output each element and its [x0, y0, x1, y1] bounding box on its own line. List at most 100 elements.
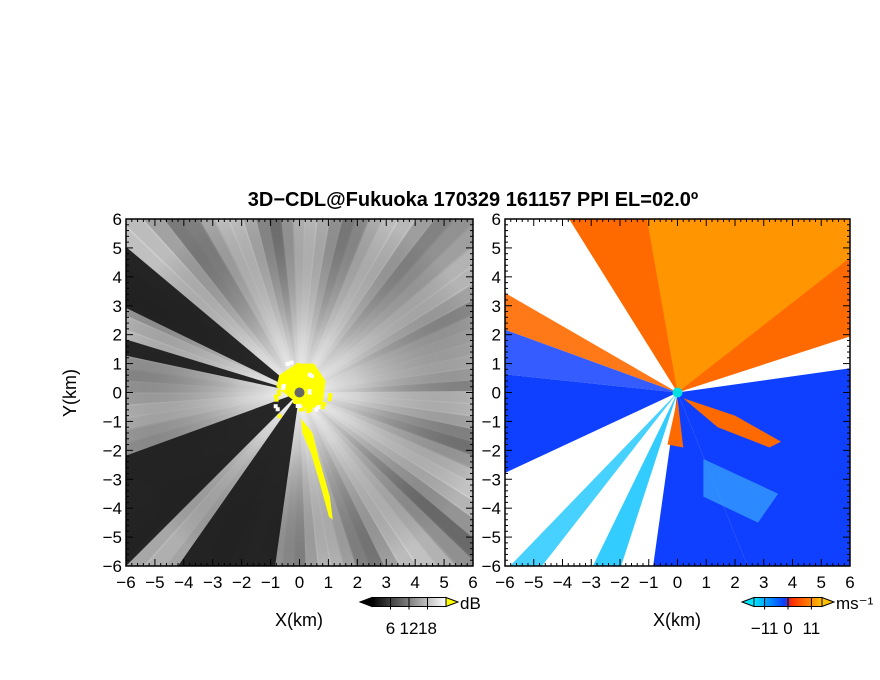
- velocity-x-tick-label: 3: [759, 573, 768, 592]
- reflectivity-x-tick-label: −1: [261, 573, 280, 592]
- reflectivity-y-tick-label: 5: [113, 239, 122, 258]
- velocity-y-tick-label: −2: [482, 441, 501, 460]
- reflectivity-speckle: [314, 407, 319, 412]
- velocity-y-tick-label: −5: [482, 528, 501, 547]
- reflectivity-speckle: [281, 383, 286, 388]
- reflectivity-speckle: [277, 414, 282, 419]
- reflectivity-x-tick-label: 3: [382, 573, 391, 592]
- velocity-colorbar-unit: ms⁻¹: [836, 594, 874, 613]
- figure-title: 3D−CDL@Fukuoka 170329 161157 PPI EL=02.0…: [248, 189, 698, 211]
- velocity-receding-strong: [646, 219, 850, 393]
- reflectivity-speckle: [309, 384, 314, 389]
- velocity-receding-streak: [683, 398, 781, 448]
- reflectivity-speckle: [309, 377, 314, 382]
- reflectivity-x-tick-label: −6: [116, 573, 135, 592]
- reflectivity-y-tick-label: −3: [103, 470, 122, 489]
- reflectivity-blocked-sector: [178, 392, 300, 566]
- reflectivity-speckle: [307, 372, 312, 377]
- reflectivity-speckle: [301, 407, 306, 412]
- velocity-x-tick-label: 0: [673, 573, 682, 592]
- velocity-colorbar-tick-label: 0: [783, 619, 792, 638]
- reflectivity-speckle: [289, 360, 294, 365]
- reflectivity-x-tick-label: 6: [468, 573, 477, 592]
- reflectivity-colorbar-tick-label: 6: [386, 619, 395, 638]
- velocity-y-tick-label: 0: [492, 384, 501, 403]
- velocity-colorbar-tick-label: −11: [751, 619, 779, 638]
- velocity-x-tick-label: −5: [524, 573, 543, 592]
- reflectivity-x-tick-label: 0: [295, 573, 304, 592]
- velocity-y-tick-label: −6: [482, 557, 501, 576]
- reflectivity-x-tick-label: 1: [324, 573, 333, 592]
- reflectivity-speckle: [273, 404, 278, 409]
- reflectivity-x-axis-label: X(km): [275, 610, 323, 630]
- reflectivity-y-tick-label: 6: [113, 210, 122, 229]
- reflectivity-x-tick-label: 4: [410, 573, 419, 592]
- reflectivity-speckle: [286, 382, 291, 387]
- reflectivity-colorbar-tick-label: 12: [400, 619, 419, 638]
- velocity-y-tick-label: 4: [492, 268, 501, 287]
- reflectivity-colorbar-unit: dB: [460, 594, 481, 613]
- reflectivity-y-tick-label: −4: [103, 499, 122, 518]
- reflectivity-image: [126, 219, 473, 566]
- velocity-x-tick-label: −3: [582, 573, 601, 592]
- reflectivity-speckle: [297, 404, 302, 409]
- velocity-y-tick-label: 6: [492, 210, 501, 229]
- velocity-colorbar-tick-label: 11: [803, 619, 821, 638]
- reflectivity-colorbar: 6 12 18 dB: [358, 594, 481, 638]
- reflectivity-colorbar-tick-label: 18: [418, 619, 437, 638]
- reflectivity-y-tick-label: 2: [113, 326, 122, 345]
- velocity-x-tick-label: −2: [610, 573, 629, 592]
- reflectivity-speckle: [290, 383, 295, 388]
- velocity-x-tick-label: 6: [845, 573, 854, 592]
- reflectivity-speckle: [285, 361, 290, 366]
- reflectivity-speckle: [327, 397, 332, 402]
- velocity-y-tick-label: 2: [492, 326, 501, 345]
- reflectivity-speckle: [320, 405, 325, 410]
- reflectivity-x-tick-label: 2: [353, 573, 362, 592]
- velocity-colorbar: −11 0 11 ms⁻¹: [740, 594, 874, 638]
- velocity-colorbar-over-arrow: [821, 596, 836, 608]
- reflectivity-speckle: [294, 400, 299, 405]
- velocity-y-tick-label: −1: [482, 412, 501, 431]
- velocity-y-tick-label: 3: [492, 297, 501, 316]
- velocity-colorbar-under-arrow: [740, 596, 755, 608]
- reflectivity-y-tick-label: −1: [103, 412, 122, 431]
- reflectivity-y-tick-label: −6: [103, 557, 122, 576]
- velocity-x-tick-label: 1: [702, 573, 711, 592]
- velocity-y-tick-label: 5: [492, 239, 501, 258]
- velocity-x-tick-label: 5: [817, 573, 826, 592]
- reflectivity-x-tick-label: 5: [439, 573, 448, 592]
- reflectivity-y-tick-label: 0: [113, 384, 122, 403]
- velocity-x-tick-label: −1: [639, 573, 658, 592]
- reflectivity-speckle: [281, 386, 286, 391]
- reflectivity-speckle: [277, 392, 282, 397]
- velocity-y-tick-label: −4: [482, 499, 501, 518]
- reflectivity-colorbar-over-arrow: [445, 596, 460, 608]
- reflectivity-speckle: [274, 397, 279, 402]
- reflectivity-speckle: [328, 393, 333, 398]
- reflectivity-speckle: [304, 367, 309, 372]
- reflectivity-speckle: [307, 389, 312, 394]
- velocity-y-tick-label: −3: [482, 470, 501, 489]
- reflectivity-y-tick-label: −2: [103, 441, 122, 460]
- reflectivity-speckle: [309, 374, 314, 379]
- reflectivity-y-tick-label: 4: [113, 268, 122, 287]
- reflectivity-x-tick-label: −4: [174, 573, 193, 592]
- velocity-weak-approaching-ray: [509, 392, 678, 566]
- velocity-x-tick-label: 4: [788, 573, 797, 592]
- reflectivity-speckle: [298, 407, 303, 412]
- velocity-approaching-region-west: [505, 374, 678, 473]
- reflectivity-x-tick-label: −5: [145, 573, 164, 592]
- velocity-weak-approaching-patch: [703, 459, 779, 523]
- reflectivity-speckle: [306, 409, 311, 414]
- reflectivity-colorbar-under-arrow: [358, 596, 373, 608]
- reflectivity-x-tick-label: −2: [232, 573, 251, 592]
- velocity-x-tick-label: −4: [553, 573, 572, 592]
- reflectivity-y-axis-label: Y(km): [60, 369, 80, 417]
- reflectivity-speckle: [322, 402, 327, 407]
- velocity-receding-south-tongue: [667, 398, 684, 448]
- velocity-weak-approaching-ray: [592, 392, 678, 566]
